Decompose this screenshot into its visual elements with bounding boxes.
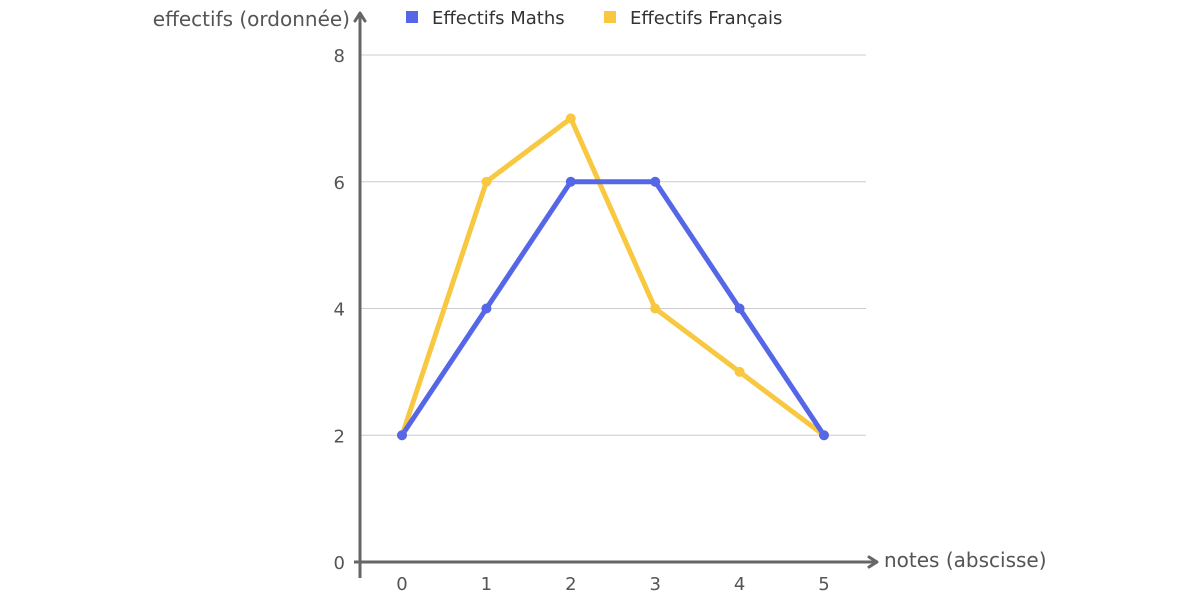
series-line-1 [399, 115, 827, 438]
x-axis-arrowhead [867, 555, 879, 569]
series-1-point-2 [565, 113, 576, 124]
series-line-0 [399, 179, 827, 438]
series-0-point-2 [565, 176, 576, 187]
series-1-point-3 [650, 303, 661, 314]
series-1-point-4 [734, 366, 745, 377]
x-axis-title: notes (abscisse) [884, 548, 1047, 572]
series-points [397, 113, 829, 441]
y-tick-label-0: 0 [334, 553, 345, 574]
series-0-point-0 [397, 430, 407, 441]
y-axis-title: effectifs (ordonnée) [153, 7, 350, 31]
x-tick-label-1: 1 [481, 574, 492, 595]
legend: Effectifs Maths Effectifs Français [406, 8, 782, 29]
y-tick-labels: 0 2 4 6 8 [334, 46, 345, 574]
x-tick-label-0: 0 [396, 574, 407, 595]
y-axis-arrowhead [353, 11, 367, 23]
series-0-point-1 [481, 303, 492, 314]
legend-swatch-francais [604, 11, 616, 23]
series-1-point-1 [481, 176, 492, 187]
series-0-point-4 [734, 303, 745, 314]
y-tick-label-1: 2 [334, 426, 345, 447]
series-0-point-5 [819, 430, 829, 441]
x-tick-label-3: 3 [649, 574, 660, 595]
legend-label-maths: Effectifs Maths [432, 8, 565, 29]
legend-swatch-maths [406, 11, 418, 23]
x-tick-label-2: 2 [565, 574, 576, 595]
series-lines [399, 115, 827, 438]
axes [353, 11, 879, 578]
y-tick-label-4: 8 [334, 46, 345, 67]
y-tick-label-2: 4 [334, 300, 345, 321]
x-tick-label-5: 5 [818, 574, 829, 595]
legend-label-francais: Effectifs Français [630, 8, 782, 29]
series-0-point-3 [650, 176, 661, 187]
y-tick-label-3: 6 [334, 173, 345, 194]
x-tick-label-4: 4 [734, 574, 745, 595]
x-tick-labels: 0 1 2 3 4 5 [396, 574, 829, 595]
gridlines [360, 54, 866, 436]
